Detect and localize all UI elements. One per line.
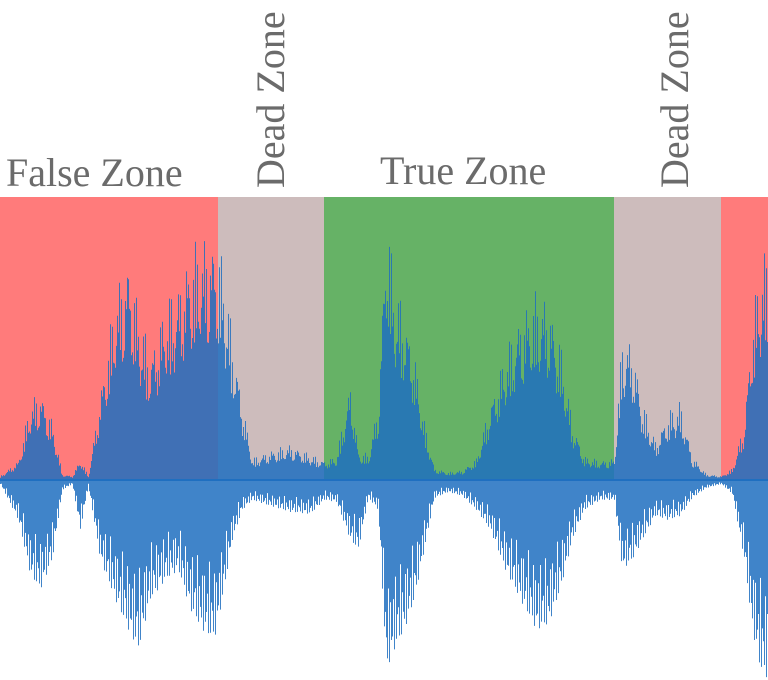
- dead-zone-label-2: Dead Zone: [652, 11, 697, 188]
- false-zone-label: False Zone: [6, 150, 183, 195]
- dead-zone-label-1: Dead Zone: [248, 11, 293, 188]
- zone-bands: [0, 197, 768, 480]
- audio-waveform: [0, 241, 768, 678]
- true-zone-label: True Zone: [380, 148, 546, 193]
